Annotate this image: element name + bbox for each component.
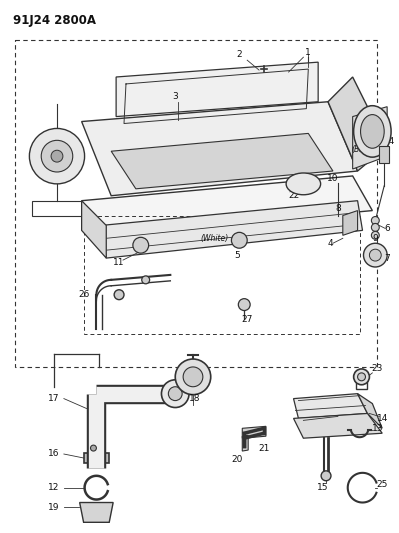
Circle shape <box>321 471 331 481</box>
Circle shape <box>51 150 63 162</box>
Text: 91J24 2800A: 91J24 2800A <box>13 14 96 27</box>
Polygon shape <box>353 107 387 169</box>
Text: 4: 4 <box>327 239 333 248</box>
Text: 22: 22 <box>288 191 299 200</box>
Polygon shape <box>328 77 387 171</box>
Text: 6: 6 <box>384 224 390 233</box>
Polygon shape <box>82 102 358 196</box>
Text: 13: 13 <box>371 424 383 433</box>
Polygon shape <box>101 201 363 258</box>
Ellipse shape <box>361 115 384 148</box>
Text: 9: 9 <box>372 234 378 243</box>
Text: 17: 17 <box>48 394 60 403</box>
Text: 20: 20 <box>232 456 243 464</box>
Circle shape <box>371 223 379 231</box>
Circle shape <box>133 237 149 253</box>
Text: 24: 24 <box>383 137 395 146</box>
Polygon shape <box>242 435 248 451</box>
Text: 5: 5 <box>235 251 240 260</box>
Text: 26: 26 <box>78 290 89 299</box>
Text: 10: 10 <box>327 174 339 183</box>
Text: 25: 25 <box>377 480 388 489</box>
Circle shape <box>91 445 97 451</box>
Text: (White): (White) <box>201 234 229 243</box>
Text: 23: 23 <box>371 365 383 374</box>
Circle shape <box>168 387 182 401</box>
Text: 2: 2 <box>237 50 242 59</box>
Circle shape <box>371 231 379 239</box>
Polygon shape <box>294 394 367 418</box>
Circle shape <box>41 140 73 172</box>
Circle shape <box>231 232 247 248</box>
Text: 16: 16 <box>48 449 60 457</box>
Circle shape <box>238 298 250 311</box>
Polygon shape <box>294 414 382 438</box>
Polygon shape <box>343 211 358 236</box>
Circle shape <box>162 380 189 408</box>
Text: 1: 1 <box>305 48 311 56</box>
Text: 12: 12 <box>48 483 60 492</box>
Circle shape <box>183 367 203 387</box>
Circle shape <box>114 290 124 300</box>
FancyBboxPatch shape <box>84 453 109 463</box>
Text: 7: 7 <box>384 254 390 263</box>
Circle shape <box>175 359 211 394</box>
Text: 21: 21 <box>258 443 270 453</box>
Circle shape <box>142 276 150 284</box>
Text: 3: 3 <box>172 92 178 101</box>
Circle shape <box>363 243 387 267</box>
Polygon shape <box>358 394 382 429</box>
Text: 11: 11 <box>113 257 125 266</box>
Polygon shape <box>80 503 113 522</box>
Circle shape <box>354 369 369 385</box>
Text: 27: 27 <box>241 315 253 324</box>
Circle shape <box>371 216 379 224</box>
Text: 8: 8 <box>335 204 341 213</box>
Text: 19: 19 <box>48 503 60 512</box>
Polygon shape <box>242 426 266 438</box>
Polygon shape <box>82 201 106 258</box>
Ellipse shape <box>286 173 321 195</box>
Text: 14: 14 <box>377 414 388 423</box>
Circle shape <box>30 128 85 184</box>
Polygon shape <box>82 176 372 236</box>
Circle shape <box>358 373 365 381</box>
Polygon shape <box>111 133 333 189</box>
Ellipse shape <box>354 106 391 157</box>
Polygon shape <box>116 62 318 117</box>
Polygon shape <box>379 146 389 163</box>
Text: (Blue): (Blue) <box>351 145 374 154</box>
Text: 15: 15 <box>317 483 329 492</box>
Text: 18: 18 <box>189 394 201 403</box>
Circle shape <box>369 249 381 261</box>
